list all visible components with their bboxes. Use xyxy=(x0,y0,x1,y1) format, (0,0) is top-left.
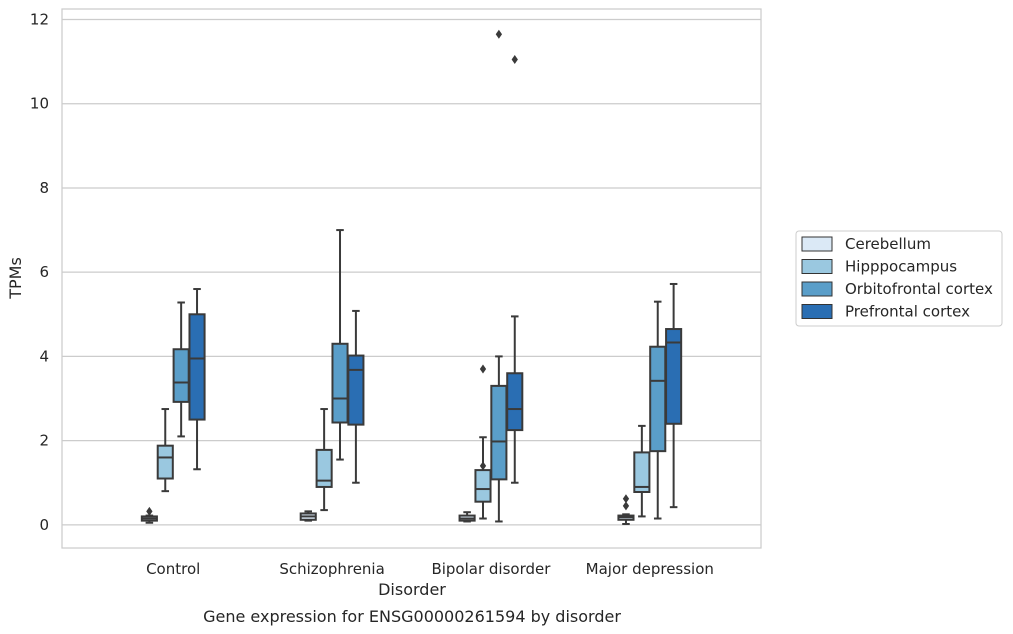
y-tick-label: 12 xyxy=(30,11,49,29)
box-cerebellum xyxy=(299,510,317,522)
box-orbitofrontal-cortex xyxy=(649,300,667,520)
outlier-point xyxy=(479,364,487,374)
legend-label: Cerebellum xyxy=(845,235,931,253)
y-tick-label: 4 xyxy=(39,347,49,365)
box-body xyxy=(474,469,492,503)
outlier-point xyxy=(479,461,487,471)
legend-label: Orbitofrontal cortex xyxy=(845,280,993,298)
legend-swatch xyxy=(801,236,833,252)
legend-label: Prefrontal cortex xyxy=(845,303,970,321)
box-orbitofrontal-cortex xyxy=(490,29,508,523)
x-axis-label: Disorder xyxy=(378,580,446,599)
box-hipppocampus xyxy=(474,364,492,520)
legend-frame xyxy=(795,230,1003,327)
box-body xyxy=(315,448,333,488)
legend: Cerebellum Hipppocampus Orbitofrontal cort… xyxy=(795,230,1003,327)
legend-label: Hipppocampus xyxy=(845,258,957,276)
box-body xyxy=(331,342,349,424)
box-cerebellum xyxy=(458,511,476,523)
x-tick-label: Schizophrenia xyxy=(279,560,384,578)
x-tick-label: Bipolar disorder xyxy=(431,560,551,578)
x-tick-labels: Control Schizophrenia Bipolar disorder Majo… xyxy=(146,560,714,578)
y-tick-label: 10 xyxy=(30,95,49,113)
y-tick-label: 0 xyxy=(39,516,49,534)
box-prefrontal-cortex xyxy=(347,309,365,484)
box-body xyxy=(347,354,365,426)
box-body xyxy=(490,384,508,481)
box-body xyxy=(506,372,524,432)
outlier-point xyxy=(622,494,630,504)
box-prefrontal-cortex xyxy=(506,55,524,484)
box-body xyxy=(633,451,651,493)
box-hipppocampus xyxy=(156,408,174,493)
box-orbitofrontal-cortex xyxy=(172,301,190,438)
box-cerebellum xyxy=(617,494,635,525)
x-tick-label: Major depression xyxy=(586,560,714,578)
y-tick-labels: 0 2 4 6 8 10 12 xyxy=(30,11,49,534)
box-body xyxy=(665,328,683,425)
y-tick-label: 8 xyxy=(39,179,49,197)
outlier-point xyxy=(511,55,518,65)
box-prefrontal-cortex xyxy=(188,288,206,471)
plot-area-frame xyxy=(61,8,762,549)
legend-swatch xyxy=(801,281,833,297)
y-tick-label: 2 xyxy=(39,432,49,450)
legend-swatch xyxy=(801,259,833,274)
box-body xyxy=(156,444,174,480)
outlier-point xyxy=(495,29,503,39)
outlier-point xyxy=(146,506,153,516)
box-hipppocampus xyxy=(633,424,651,518)
outlier-point xyxy=(622,501,630,511)
legend-items: Cerebellum Hipppocampus Orbitofrontal cort… xyxy=(801,235,993,321)
box-orbitofrontal-cortex xyxy=(331,229,349,461)
x-tick-label: Control xyxy=(146,560,200,578)
box-body xyxy=(172,348,190,403)
box-prefrontal-cortex xyxy=(665,282,683,509)
legend-swatch xyxy=(801,304,833,319)
y-tick-label: 6 xyxy=(39,263,49,281)
boxes-layer xyxy=(140,29,683,525)
y-axis-label: TPMs xyxy=(6,257,25,300)
box-body xyxy=(649,345,667,453)
box-hipppocampus xyxy=(315,408,333,512)
box-cerebellum xyxy=(140,506,158,524)
box-body xyxy=(188,313,206,421)
chart-caption: Gene expression for ENSG00000261594 by d… xyxy=(203,607,621,626)
